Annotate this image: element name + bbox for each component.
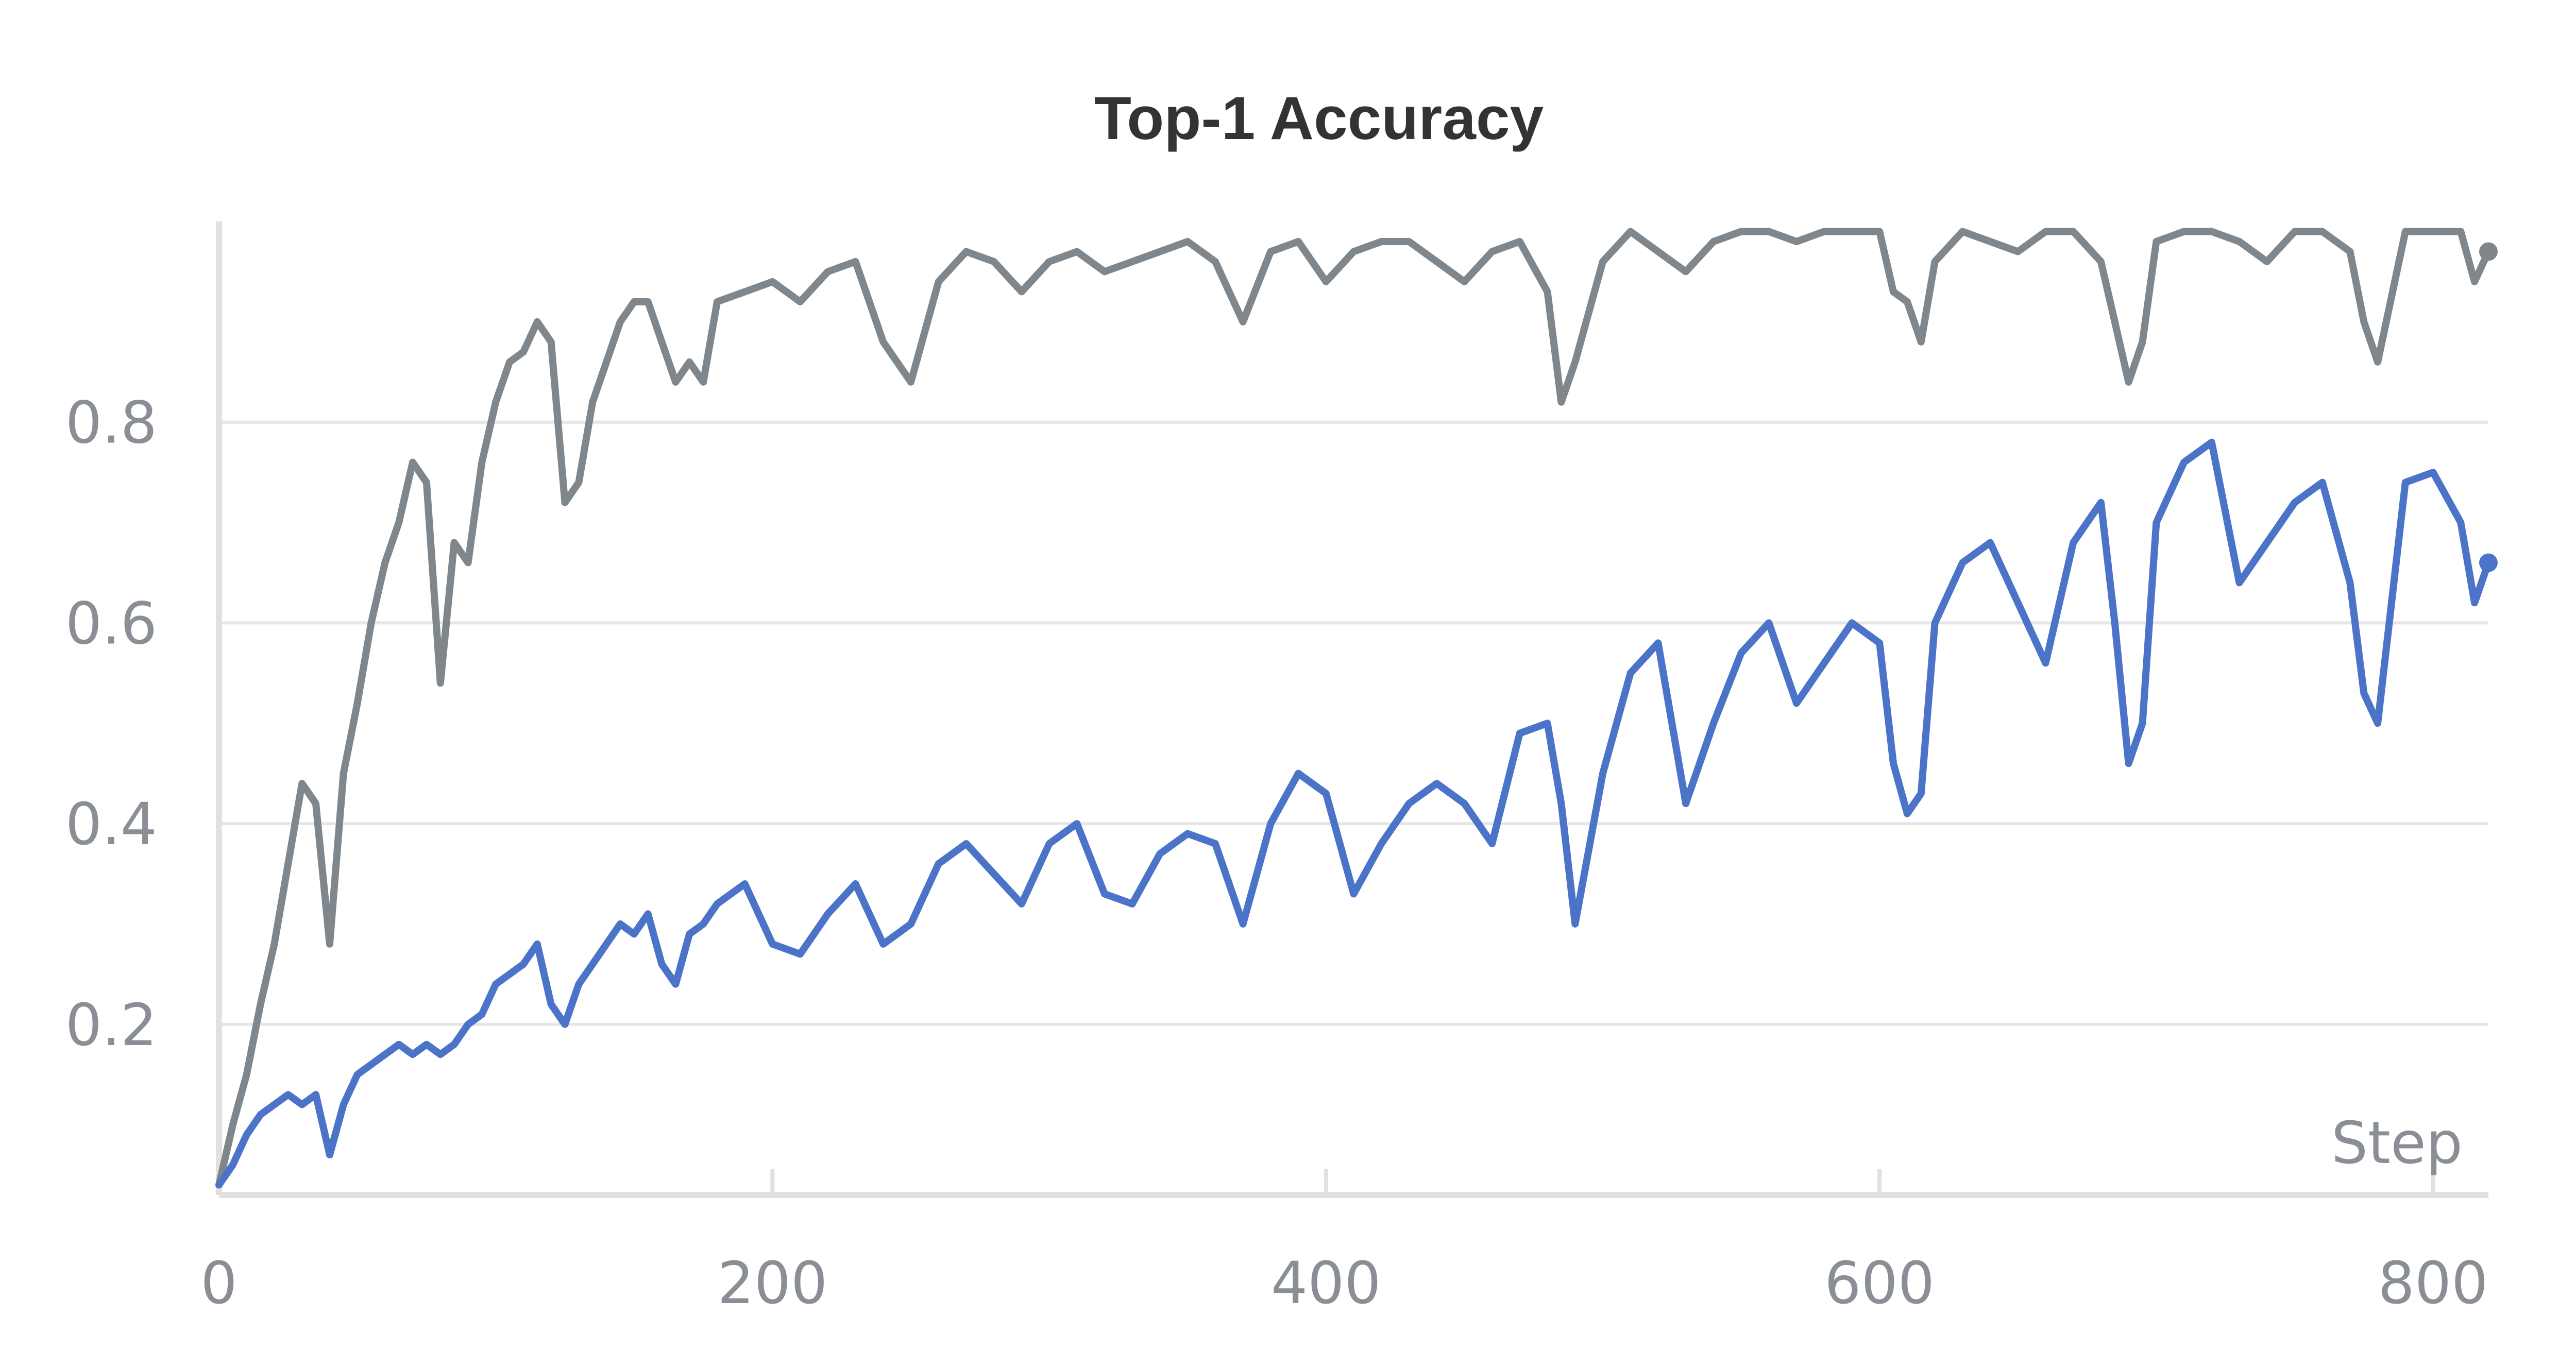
x-tick-label: 200 bbox=[717, 1250, 827, 1317]
gridlines bbox=[219, 420, 2488, 1026]
y-tick-labels: 0.2 0.4 0.6 0.8 bbox=[65, 390, 157, 1059]
y-tick-label: 0.6 bbox=[65, 590, 157, 657]
chart-title: Top-1 Accuracy bbox=[1094, 84, 1544, 152]
x-tick-labels: 0 200 400 600 800 bbox=[200, 1250, 2488, 1317]
series-end-marker-1 bbox=[2479, 242, 2498, 261]
x-tick-label: 400 bbox=[1271, 1250, 1381, 1317]
series-line-1 bbox=[215, 228, 2492, 1189]
axes bbox=[216, 221, 2488, 1198]
x-tick-label: 0 bbox=[200, 1250, 237, 1317]
x-axis-label: Step bbox=[2331, 1110, 2463, 1177]
y-tick-label: 0.2 bbox=[65, 992, 157, 1059]
y-tick-label: 0.4 bbox=[65, 791, 157, 858]
x-tick-label: 600 bbox=[1824, 1250, 1935, 1317]
series-lines bbox=[215, 228, 2498, 1189]
series-end-marker-2 bbox=[2479, 553, 2498, 572]
x-tick-label: 800 bbox=[2378, 1250, 2488, 1317]
series-line-2 bbox=[215, 438, 2492, 1189]
y-tick-label: 0.8 bbox=[65, 390, 157, 457]
